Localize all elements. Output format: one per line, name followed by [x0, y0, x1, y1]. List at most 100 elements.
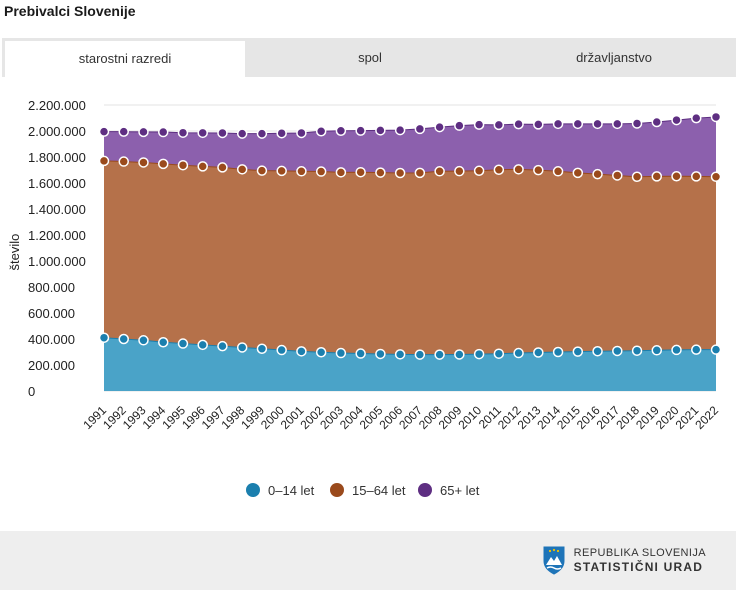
- page-title: Prebivalci Slovenije: [4, 3, 136, 19]
- legend-marker-15-64: [330, 483, 344, 497]
- data-point-series-1: [394, 167, 406, 179]
- data-point-series-2: [651, 116, 663, 128]
- data-point-series-2: [375, 125, 386, 136]
- data-point-series-1: [157, 158, 169, 170]
- data-point-series-2: [592, 118, 603, 130]
- legend-label-65: 65+ let: [440, 482, 480, 498]
- data-point-series-2: [631, 118, 643, 129]
- data-point-series-2: [414, 123, 426, 135]
- data-point-series-1: [177, 159, 189, 171]
- chart-legend: 0–14 let 15–64 let 65+ let: [0, 480, 736, 504]
- brand-line-2: STATISTIČNI URAD: [573, 560, 704, 574]
- data-point-series-1: [434, 166, 445, 177]
- data-point-series-2: [296, 127, 307, 139]
- y-tick-label: 1.200.000: [28, 228, 86, 243]
- data-point-series-1: [493, 164, 505, 175]
- brand-line-1: REPUBLIKA SLOVENIJA: [573, 547, 706, 559]
- population-chart: 0 200.000 400.000 600.000 800.000 1.000.000 1.…: [7, 98, 722, 432]
- data-point-series-2: [276, 127, 287, 139]
- tab-starostni-razredi[interactable]: starostni razredi: [2, 38, 245, 77]
- data-point-series-0: [434, 349, 445, 360]
- data-point-series-0: [335, 347, 347, 359]
- data-point-series-2: [710, 111, 722, 123]
- y-tick-label: 1.600.000: [28, 176, 86, 191]
- data-point-series-2: [197, 127, 208, 139]
- data-point-series-1: [375, 167, 386, 178]
- legend-item-65[interactable]: 65+ let: [418, 480, 479, 500]
- data-point-series-1: [691, 171, 702, 182]
- data-point-series-2: [236, 128, 248, 139]
- y-tick-label: 800.000: [28, 280, 75, 295]
- y-tick-label: 200.000: [28, 358, 75, 373]
- data-point-series-2: [394, 124, 406, 136]
- data-point-series-1: [118, 156, 129, 167]
- data-point-series-2: [513, 118, 524, 130]
- data-point-series-1: [710, 171, 722, 183]
- data-point-series-1: [651, 171, 663, 182]
- data-point-series-0: [236, 342, 248, 353]
- y-tick-label: 2.200.000: [28, 98, 86, 113]
- legend-marker-65: [418, 483, 432, 497]
- brand: REPUBLIKA SLOVENIJA STATISTIČNI URAD: [542, 545, 706, 575]
- data-point-series-2: [315, 126, 327, 137]
- data-point-series-2: [473, 119, 485, 130]
- data-point-series-1: [513, 164, 524, 175]
- data-point-series-1: [217, 162, 228, 173]
- data-point-series-1: [592, 168, 603, 180]
- data-point-series-0: [177, 338, 189, 349]
- data-point-series-0: [513, 347, 524, 359]
- data-point-series-0: [355, 348, 366, 359]
- data-point-series-0: [710, 344, 722, 355]
- data-point-series-0: [473, 348, 485, 360]
- data-point-series-1: [473, 165, 485, 177]
- footer: REPUBLIKA SLOVENIJA STATISTIČNI URAD: [0, 531, 736, 590]
- data-point-series-2: [533, 119, 544, 130]
- y-tick-label: 1.800.000: [28, 150, 86, 165]
- data-point-series-1: [612, 170, 623, 181]
- y-tick-label: 0: [28, 384, 35, 399]
- data-point-series-2: [493, 119, 505, 131]
- data-point-series-2: [572, 118, 584, 130]
- y-axis-label: število: [7, 234, 22, 271]
- data-point-series-1: [256, 165, 268, 176]
- area-series-1: [104, 160, 716, 355]
- data-point-series-2: [256, 128, 268, 139]
- tab-spol[interactable]: spol: [358, 50, 382, 65]
- data-point-series-1: [552, 166, 564, 177]
- data-point-series-1: [355, 166, 366, 178]
- data-point-series-0: [138, 335, 149, 346]
- data-point-series-0: [197, 339, 208, 351]
- data-point-series-0: [592, 345, 603, 357]
- data-point-series-2: [177, 127, 189, 138]
- data-point-series-0: [552, 346, 564, 358]
- data-point-series-1: [138, 157, 149, 168]
- y-tick-label: 1.400.000: [28, 202, 86, 217]
- tab-drzavljanstvo[interactable]: državljanstvo: [576, 50, 652, 65]
- data-point-series-2: [335, 125, 347, 136]
- data-point-series-1: [414, 167, 426, 179]
- data-point-series-0: [118, 333, 129, 345]
- x-tick-label: 2022: [692, 403, 721, 432]
- legend-marker-0-14: [246, 483, 260, 497]
- data-point-series-0: [533, 347, 544, 358]
- data-point-series-1: [315, 166, 327, 177]
- data-point-series-1: [276, 165, 287, 177]
- data-point-series-0: [414, 349, 426, 360]
- data-point-series-1: [197, 161, 208, 172]
- data-point-series-0: [394, 349, 406, 360]
- data-point-series-1: [533, 164, 544, 176]
- data-point-series-0: [276, 344, 287, 356]
- data-point-series-2: [217, 127, 228, 139]
- legend-item-15-64[interactable]: 15–64 let: [330, 480, 406, 500]
- data-point-series-0: [98, 332, 110, 343]
- data-point-series-0: [375, 348, 386, 360]
- data-point-series-2: [671, 114, 682, 126]
- data-point-series-1: [98, 155, 110, 167]
- data-point-series-2: [552, 118, 564, 130]
- data-point-series-0: [493, 348, 505, 359]
- data-point-series-2: [691, 112, 702, 124]
- data-point-series-0: [157, 337, 169, 348]
- legend-item-0-14[interactable]: 0–14 let: [246, 480, 314, 500]
- data-point-series-2: [157, 126, 169, 138]
- data-point-series-0: [671, 344, 682, 356]
